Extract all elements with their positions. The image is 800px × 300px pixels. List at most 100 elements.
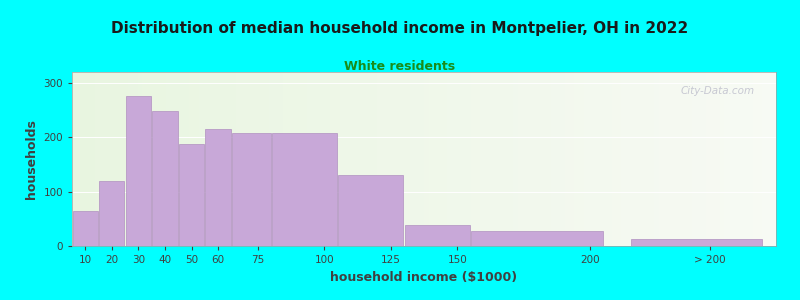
Bar [583,72,589,246]
Bar [298,72,302,246]
Text: Distribution of median household income in Montpelier, OH in 2022: Distribution of median household income … [111,21,689,36]
Bar [326,72,330,246]
Bar [621,72,626,246]
Bar [640,72,645,246]
Bar [349,72,354,246]
Bar [194,72,199,246]
Bar [668,72,673,246]
Bar [100,72,105,246]
Bar [588,72,594,246]
X-axis label: household income ($1000): household income ($1000) [330,271,518,284]
Bar [710,72,715,246]
Bar [471,72,476,246]
Bar [405,225,470,246]
Bar [691,72,697,246]
Bar [190,72,194,246]
Bar [95,72,101,246]
Bar [663,72,668,246]
Bar [306,72,312,246]
Bar [358,72,363,246]
Bar [550,72,556,246]
Bar [466,72,471,246]
Bar [338,175,403,246]
Bar [311,72,316,246]
Bar [645,72,650,246]
Bar [673,72,678,246]
Bar [476,72,481,246]
Bar [537,72,542,246]
Bar [293,72,298,246]
Bar [133,72,138,246]
Bar [424,72,429,246]
Bar [720,72,725,246]
Bar [560,72,565,246]
Bar [771,72,776,246]
Bar [414,72,419,246]
Bar [105,72,110,246]
Bar [386,72,391,246]
Bar [593,72,598,246]
Bar [490,72,494,246]
Bar [377,72,382,246]
Bar [743,72,748,246]
Bar [429,72,434,246]
Bar [715,72,720,246]
Bar [542,72,546,246]
Bar [687,72,692,246]
Bar [729,72,734,246]
Bar [90,72,96,246]
Bar [518,72,523,246]
Bar [758,72,762,246]
Bar [555,72,560,246]
Bar [724,72,730,246]
Bar [152,111,178,246]
Bar [180,72,185,246]
Bar [480,72,486,246]
Bar [354,72,358,246]
Bar [607,72,612,246]
Bar [734,72,738,246]
Bar [617,72,622,246]
Bar [175,72,180,246]
Bar [682,72,687,246]
Bar [570,72,574,246]
Bar [406,72,410,246]
Bar [382,72,386,246]
Bar [82,72,86,246]
Bar [206,129,230,246]
Bar [203,72,208,246]
Bar [250,72,255,246]
Bar [231,72,237,246]
Bar [241,72,246,246]
Bar [509,72,514,246]
Bar [152,72,157,246]
Bar [527,72,532,246]
Bar [222,72,227,246]
Bar [602,72,607,246]
Bar [147,72,152,246]
Bar [119,72,124,246]
Bar [179,144,204,246]
Bar [447,72,453,246]
Bar [170,72,175,246]
Bar [696,72,701,246]
Bar [598,72,602,246]
Bar [396,72,401,246]
Bar [579,72,584,246]
Bar [368,72,373,246]
Bar [546,72,551,246]
Bar [339,72,345,246]
Bar [157,72,162,246]
Bar [316,72,321,246]
Bar [442,72,448,246]
Bar [457,72,462,246]
Bar [678,72,682,246]
Bar [335,72,340,246]
Bar [513,72,518,246]
Bar [274,72,278,246]
Bar [99,181,125,246]
Bar [288,72,293,246]
Bar [363,72,368,246]
Bar [494,72,499,246]
Bar [434,72,438,246]
